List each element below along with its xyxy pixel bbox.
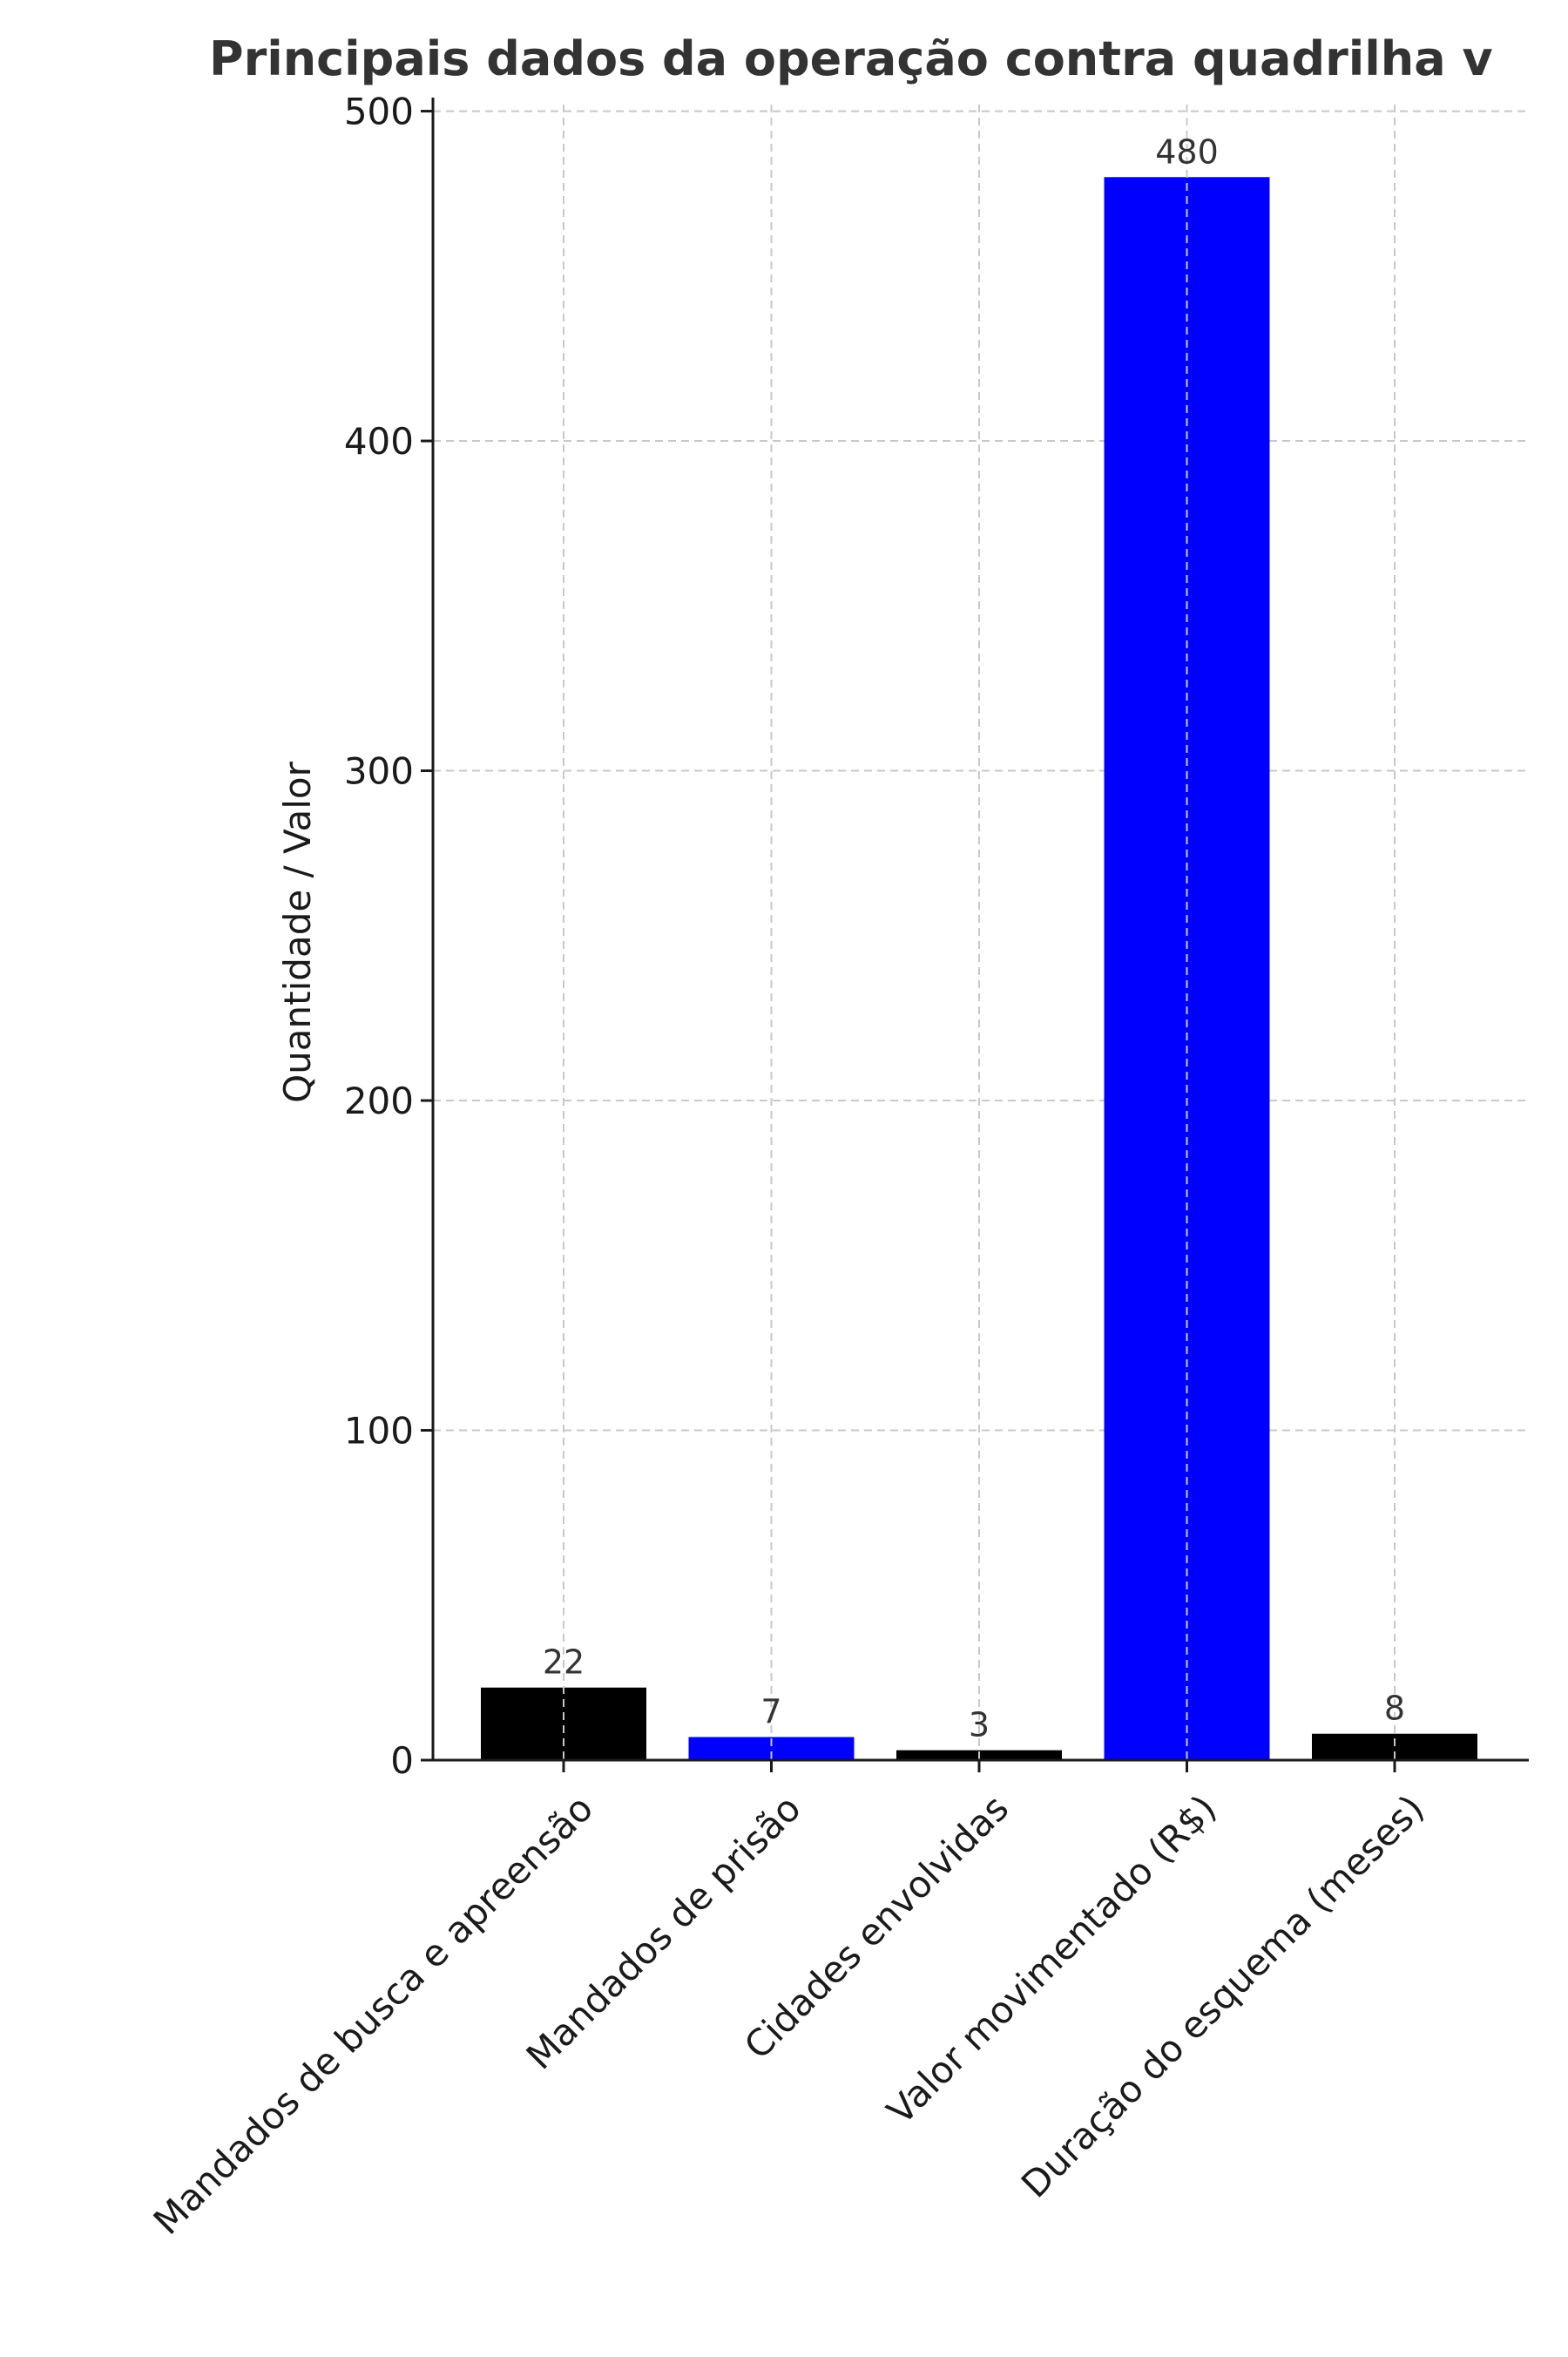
bar-value-label: 3: [969, 1706, 990, 1744]
bar-value-label: 480: [1155, 132, 1219, 171]
x-tick-label: Duração do esquema (meses): [1013, 1786, 1432, 2205]
y-axis-label: Quantidade / Valor: [276, 761, 319, 1102]
y-tick-label: 400: [344, 420, 414, 463]
bar-value-label: 8: [1384, 1690, 1405, 1728]
y-tick-label: 0: [390, 1739, 414, 1782]
chart-title: Principais dados da operação contra quad…: [209, 31, 1493, 86]
y-tick-label: 500: [344, 91, 414, 133]
bar-value-label: 7: [760, 1693, 781, 1731]
y-tick-label: 300: [344, 750, 414, 793]
y-tick-label: 200: [344, 1080, 414, 1122]
axes: [421, 98, 1529, 1772]
y-tick-label: 100: [344, 1410, 414, 1453]
x-tick-label: Mandados de busca e apreensão: [145, 1786, 601, 2242]
bar: [481, 1687, 646, 1760]
x-tick-label: Valor movimentado (R$): [879, 1786, 1225, 2132]
grid: [433, 105, 1529, 1760]
bars: [481, 105, 1477, 1760]
bar-value-label: 22: [543, 1643, 585, 1682]
